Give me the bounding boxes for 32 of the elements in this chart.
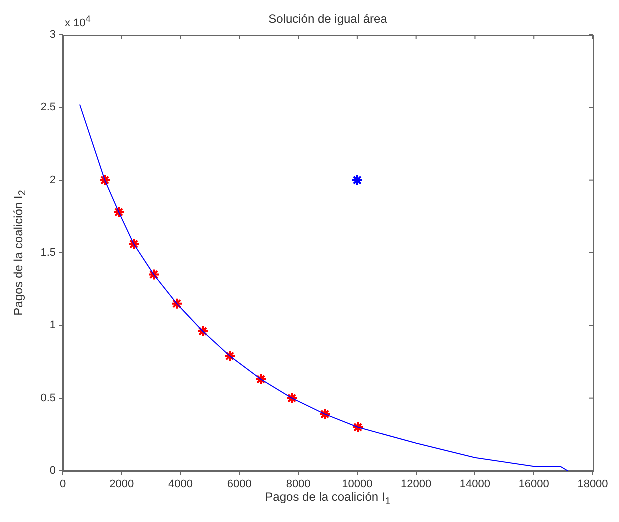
point — [148, 268, 160, 281]
point — [99, 174, 112, 186]
x-axis-title: Pagos de la coalición I$_{1}$ — [264, 490, 392, 508]
y-tick-label: 0 — [50, 465, 56, 478]
point — [319, 408, 332, 420]
y-tick-label: 1.5 — [40, 247, 56, 260]
x-tick-label: 8000 — [286, 478, 311, 491]
point — [351, 174, 364, 186]
text: x 10$^{4}$ — [65, 14, 91, 30]
y-tick-label: 2.5 — [40, 102, 56, 114]
x-tick-label: 18000 — [578, 478, 608, 491]
x-tick-label: 10000 — [342, 478, 373, 491]
point — [171, 298, 184, 310]
x-tick-label: 12000 — [401, 478, 432, 491]
point — [352, 421, 364, 434]
y-tick-label: 2 — [50, 174, 56, 186]
x-tick-label: 16000 — [518, 478, 550, 491]
point — [128, 238, 140, 250]
x-tick-label: 2000 — [110, 478, 134, 491]
x-tick-label: 6000 — [227, 478, 252, 491]
point — [113, 206, 126, 218]
y-tick-label: 0.5 — [40, 392, 56, 404]
chart-title: Solución de igual área — [268, 12, 388, 26]
point — [224, 350, 236, 362]
x-tick-label: 0 — [60, 478, 66, 491]
y-tick-label: 3 — [50, 29, 56, 42]
y-tick-label: 1 — [50, 320, 56, 332]
point — [255, 373, 268, 386]
point — [286, 392, 298, 404]
x-tick-label: 4000 — [168, 478, 194, 491]
point — [197, 325, 210, 338]
x-tick-label: 14000 — [460, 478, 491, 491]
